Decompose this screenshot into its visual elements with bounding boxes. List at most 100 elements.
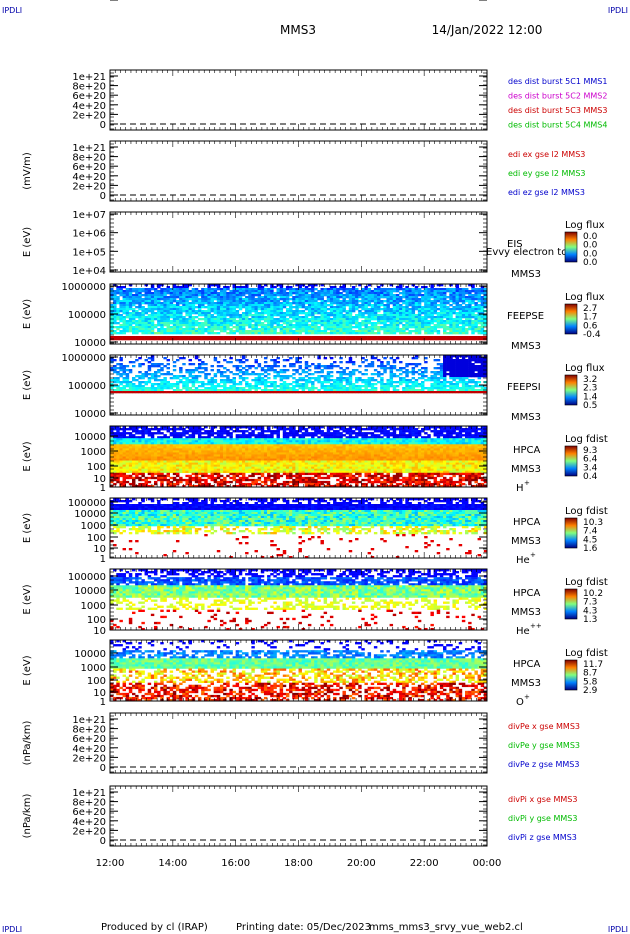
xtick-label: 22:00 <box>410 858 439 869</box>
ytick-label: 1000 <box>81 601 106 612</box>
colorbar-7 <box>564 588 578 620</box>
ytick-label: 1e+21 <box>72 788 106 799</box>
ytick-label: 2e+20 <box>72 753 106 764</box>
colorbar-tick: 0.0 <box>583 249 598 259</box>
xtick-label: 12:00 <box>96 858 125 869</box>
ylabel-edi_e_gse: (mV/m) <box>22 152 33 190</box>
ytick-label: 10 <box>93 474 106 485</box>
ytick-label: 10 <box>93 688 106 699</box>
colorbar-8 <box>564 659 578 691</box>
colorbar-tick: 11.7 <box>583 660 603 670</box>
ytick-label: 2e+20 <box>72 181 106 192</box>
xtick-label: 16:00 <box>221 858 250 869</box>
colorbar-tick: 1.4 <box>583 392 598 402</box>
ytick-label: 2e+20 <box>72 110 106 121</box>
ylabel-eis: E (eV) <box>22 227 33 257</box>
legend-entry: des dist burst 5C2 MMS2 <box>508 92 607 101</box>
ytick-label: 100000 <box>68 310 106 321</box>
instrument-label: EIS <box>507 239 523 250</box>
ytick-label: 4e+20 <box>72 172 106 183</box>
panel-hpca_he2: E (eV)100000100001000100101HPCAMMS3He++L… <box>22 0 608 637</box>
colorbar-tick: 7.4 <box>583 527 598 537</box>
ytick-label: 100 <box>87 615 106 626</box>
colorbar-2 <box>564 231 578 263</box>
colorbar-title: Log flux <box>565 220 605 231</box>
xtick-label: 14:00 <box>158 858 187 869</box>
ytick-label: 0 <box>100 836 106 847</box>
ytick-label: 1 <box>100 0 106 3</box>
legend-entry: des dist burst 5C3 MMS3 <box>508 106 607 115</box>
spacecraft-label: MMS3 <box>511 607 541 618</box>
ytick-label: 1e+21 <box>72 143 106 154</box>
ylabel-feeps_e: E (eV) <box>22 299 33 329</box>
spacecraft-label: MMS3 <box>511 536 541 547</box>
footer-producer: Produced by cl (IRAP) <box>101 922 208 933</box>
colorbar-tick: 0.5 <box>583 401 597 411</box>
ytick-label: 100 <box>87 533 106 544</box>
ytick-label: 8e+20 <box>72 82 106 93</box>
ytick-label: 1e+04 <box>72 266 106 277</box>
ytick-label: 1000000 <box>61 282 106 293</box>
xtick-label: 00:00 <box>473 858 502 869</box>
corner-label-bottom-left: IPDLI <box>2 925 22 934</box>
frame-divpe <box>109 712 488 774</box>
xtick-label: 20:00 <box>347 858 376 869</box>
ylabel-feeps_i: E (eV) <box>22 370 33 400</box>
ytick-label: 10000 <box>74 338 106 349</box>
spacecraft-label: MMS3 <box>511 412 541 423</box>
instrument-label: FEEPSE <box>507 311 544 322</box>
legend-entry: des dist burst 5C1 MMS1 <box>508 77 607 86</box>
ytick-label: 10 <box>93 544 106 555</box>
legend-entry: divPe x gse MMS3 <box>508 722 580 731</box>
panel-feeps_i: E (eV) 1000000 100000 10000 FEEPSI MMS3 Log fl… <box>22 353 605 423</box>
spacecraft-label: MMS3 <box>511 269 541 280</box>
instrument-label: HPCA <box>513 588 541 599</box>
colorbar-tick: -0.4 <box>583 330 601 340</box>
instrument-label: HPCA <box>513 659 541 670</box>
colorbar-4 <box>564 374 578 406</box>
legend-entry: divPi y gse MMS3 <box>508 814 577 823</box>
species-label: H <box>516 483 524 494</box>
corner-label-bottom-right: IPDLI <box>608 925 628 934</box>
instrument-label: FEEPSI <box>507 382 541 393</box>
colorbar-tick: 7.3 <box>583 598 597 608</box>
colorbar-title: Log fdist <box>565 506 608 517</box>
ytick-label: 0 <box>100 191 106 202</box>
legend-entry: divPi z gse MMS3 <box>508 833 577 842</box>
ytick-label: 6e+20 <box>72 162 106 173</box>
ytick-label: 6e+20 <box>72 807 106 818</box>
species-label: He <box>516 555 530 566</box>
ylabel-divpi: (nPa/km) <box>22 794 33 839</box>
charge-label: ++ <box>530 622 542 630</box>
ytick-label: 1 <box>100 697 106 708</box>
ytick-label: 1 <box>100 554 106 565</box>
legend-entry: edi ey gse l2 MMS3 <box>508 169 586 178</box>
xtick-label: 18:00 <box>284 858 313 869</box>
colorbar-6 <box>564 517 578 549</box>
ytick-label: 10000 <box>74 586 106 597</box>
ytick-label: 10000 <box>74 432 106 443</box>
ytick-label: 1e+05 <box>72 247 106 258</box>
colorbar-tick: 4.5 <box>583 535 597 545</box>
ytick-label: 10000 <box>74 509 106 520</box>
corner-label-top-left: IPDLI <box>2 6 22 15</box>
ytick-label: 100000 <box>68 572 106 583</box>
ytick-label: 1000000 <box>61 353 106 364</box>
instrument-label: HPCA <box>513 517 541 528</box>
ytick-label: 8e+20 <box>72 153 106 164</box>
ytick-label: 1e+21 <box>72 715 106 726</box>
ytick-label: 10000 <box>74 409 106 420</box>
colorbar-tick: 10.3 <box>583 518 603 528</box>
legend-entry: divPe z gse MMS3 <box>508 760 579 769</box>
ytick-label: 10 <box>93 626 106 637</box>
legend-entry: des dist burst 5C4 MMS4 <box>508 121 607 130</box>
frame-edi_e_gse <box>109 140 488 202</box>
colorbar-tick: 0.4 <box>583 472 598 482</box>
colorbar-title: Log fdist <box>565 648 608 659</box>
ytick-label: 4e+20 <box>72 101 106 112</box>
